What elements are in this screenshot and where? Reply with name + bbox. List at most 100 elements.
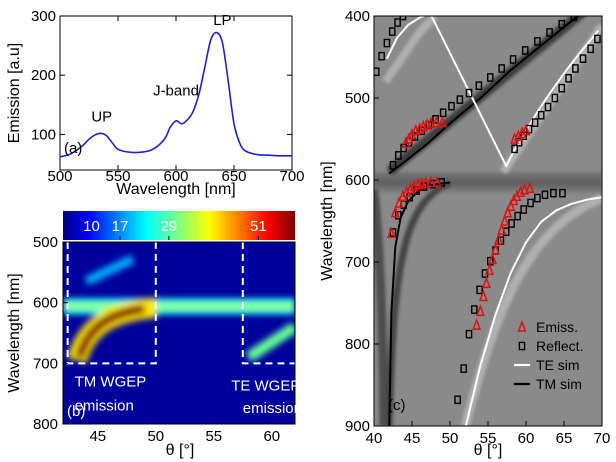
emiss-point — [390, 205, 400, 218]
heatmap-features — [63, 242, 295, 424]
panel-c-x-tick-label: 40 — [366, 430, 383, 447]
panel-b-x-tick-label: 50 — [147, 428, 164, 445]
reflect-point — [565, 74, 572, 83]
reflect-point — [570, 16, 578, 22]
reflect-point — [546, 28, 553, 37]
panel-a-peak-label: LP — [213, 12, 231, 29]
simulation-lines — [386, 16, 602, 426]
emiss-point — [472, 318, 482, 330]
emiss-point — [506, 199, 516, 211]
panel-c: 40 45 50 55 60 65 70 400 500 600 700 800 900 Emiss. R… — [319, 3, 610, 459]
reflect-point — [432, 115, 439, 124]
colorbar — [63, 211, 295, 240]
reflect-point — [550, 188, 557, 198]
reflect-point — [514, 211, 521, 221]
reflect-point — [551, 93, 559, 103]
emiss-point — [386, 226, 396, 239]
emiss-point — [478, 289, 488, 302]
panel-c-y-tick-label: 700 — [345, 254, 370, 271]
reflect-point — [592, 3, 597, 10]
reflect-point — [511, 144, 518, 154]
panel-b-y-tick-label: 500 — [33, 234, 58, 251]
panel-a-x-tick-label: 700 — [279, 168, 304, 185]
panel-a-x-tick-label: 550 — [105, 168, 130, 185]
reflect-point — [558, 83, 566, 93]
emiss-point — [491, 242, 501, 255]
panel-c-y-axis-label: Wavelength [nm] — [319, 161, 336, 280]
emiss-point — [475, 304, 485, 316]
panel-b-ticks: 45 50 55 60 500 600 700 800 — [33, 234, 280, 445]
panel-c-x-axis-label: θ [°] — [474, 442, 503, 459]
panel-b-x-axis-label: θ [°] — [166, 442, 195, 459]
emission-spectrum-line — [60, 31, 292, 158]
emiss-point — [488, 252, 498, 265]
reflect-point — [579, 54, 587, 63]
reflect-point — [541, 190, 549, 200]
panel-b-label: (b) — [67, 403, 85, 420]
emiss-point — [503, 205, 513, 218]
legend-entry-label: TM sim — [536, 376, 582, 392]
reflect-point — [537, 110, 545, 120]
legend-reflect-marker — [518, 341, 526, 351]
reflect-point — [508, 219, 515, 228]
panel-a-ticks: 500 550 600 650 700 100 200 300 — [31, 8, 305, 185]
emiss-point — [426, 175, 436, 188]
panel-b-y-tick-label: 700 — [33, 355, 58, 372]
emiss-point — [437, 115, 447, 128]
reflect-point — [395, 210, 402, 220]
panel-a-y-tick-label: 200 — [31, 67, 56, 84]
colorbar-tick-label: 10 — [83, 218, 100, 235]
reflect-point — [439, 108, 447, 118]
emiss-point — [519, 182, 529, 195]
panel-c-x-tick-label: 55 — [480, 430, 497, 447]
legend-entry-label: Reflect. — [536, 338, 583, 354]
panel-b: 10 17 29 51 45 50 55 60 500 600 700 800 TM WGEP emi… — [6, 211, 302, 459]
reflect-point — [476, 285, 483, 295]
panel-a-x-axis-label: Wavelength [nm] — [116, 181, 235, 198]
reflect-point — [389, 160, 397, 170]
reflect-point — [383, 38, 391, 48]
emiss-point — [426, 116, 436, 129]
panel-b-y-axis-label: Wavelength [nm] — [6, 273, 23, 392]
panel-b-x-tick-label: 45 — [89, 428, 106, 445]
reflect-point — [531, 118, 539, 127]
panel-a-x-tick-label: 500 — [47, 168, 72, 185]
panel-c-y-tick-label: 600 — [345, 172, 370, 189]
panel-b-annotations: TM WGEP emission TE WGEP emission — [75, 373, 302, 417]
reflect-point — [388, 27, 396, 36]
reflect-point — [583, 7, 588, 14]
panel-c-x-tick-label: 60 — [518, 430, 535, 447]
panel-c-x-tick-label: 65 — [556, 430, 573, 447]
panel-c-x-tick-label: 70 — [594, 430, 611, 447]
reflect-point — [456, 95, 464, 104]
te-wgep-emission — [245, 322, 295, 362]
panel-a-peak-label: UP — [91, 108, 112, 125]
panel-a-y-tick-label: 300 — [31, 8, 56, 25]
reflect-point — [509, 55, 517, 64]
reflect-point — [406, 7, 411, 14]
reflect-point — [475, 81, 483, 90]
reflect-point — [534, 193, 541, 203]
panel-b-x-tick-label: 60 — [263, 428, 280, 445]
emiss-point — [432, 175, 442, 188]
emiss-point — [485, 263, 495, 275]
emiss-point — [513, 129, 523, 142]
panel-c-x-tick-label: 50 — [442, 430, 459, 447]
reflect-point — [534, 37, 541, 46]
emiss-point — [431, 115, 441, 128]
measured-points — [374, 3, 601, 405]
te-sim-line — [464, 196, 602, 426]
emiss-point — [421, 176, 431, 189]
panel-a-plot-area — [59, 15, 293, 171]
reflect-point — [454, 395, 461, 405]
panel-c-ticks: 40 45 50 55 60 65 70 400 500 600 700 800 900 — [345, 8, 610, 447]
emiss-point — [497, 222, 507, 235]
panel-a-x-tick-label: 650 — [221, 168, 246, 185]
colorbar-tick-label: 17 — [112, 218, 129, 235]
reflect-point — [471, 305, 478, 314]
emiss-point — [481, 276, 491, 289]
emiss-point — [394, 195, 404, 208]
reflect-point — [486, 73, 494, 82]
panel-b-x-tick-label: 55 — [205, 428, 222, 445]
